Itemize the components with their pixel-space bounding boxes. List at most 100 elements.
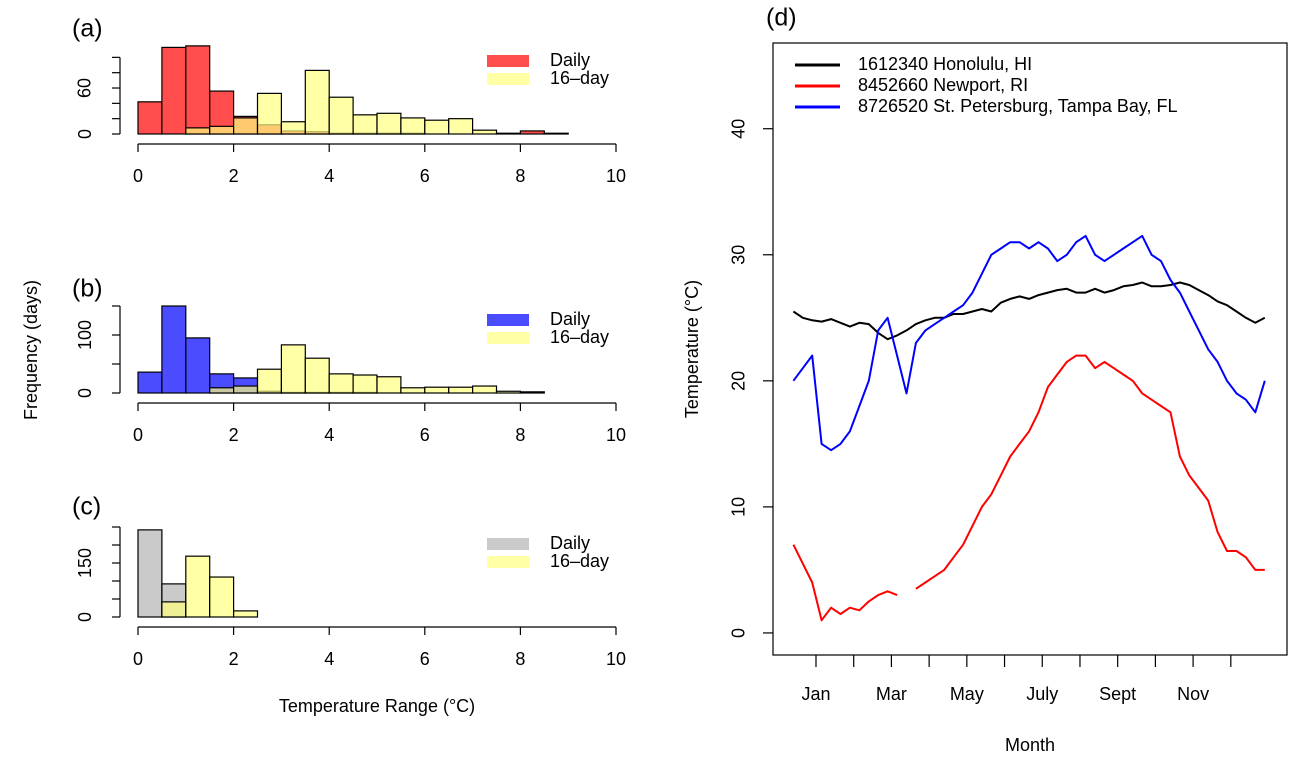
legend-label: Daily: [550, 50, 590, 70]
y-tick-label: 0: [75, 129, 95, 139]
histogram-bar: [352, 114, 378, 135]
x-tick-label: 0: [133, 166, 143, 186]
histogram-bar: [376, 112, 402, 135]
x-tick-label: 8: [515, 425, 525, 445]
legend-label: 8726520 St. Petersburg, Tampa Bay, FL: [858, 96, 1178, 116]
y-axis-label: Temperature (°C): [682, 280, 702, 418]
x-tick-label: 2: [229, 649, 239, 669]
histogram-bar: [185, 127, 211, 135]
x-tick-label: Jan: [801, 684, 830, 704]
histogram-bar: [424, 119, 450, 135]
x-tick-label: May: [950, 684, 984, 704]
data-line: [792, 281, 1266, 341]
x-axis-label: Month: [1005, 735, 1055, 755]
data-line: [792, 234, 1266, 452]
x-tick-label: 10: [606, 166, 626, 186]
panel-label: (d): [766, 4, 797, 32]
legend-label: 1612340 Honolulu, HI: [858, 54, 1032, 74]
legend-swatch: [487, 55, 529, 67]
histogram-bar: [424, 386, 450, 394]
histogram-bar: [185, 337, 211, 394]
y-tick-label: 100: [75, 320, 95, 350]
x-tick-label: July: [1026, 684, 1058, 704]
y-tick-label: 0: [729, 628, 749, 638]
histogram-bar: [280, 344, 306, 394]
legend-swatch: [487, 538, 529, 550]
histogram-bar: [256, 368, 282, 394]
legend-swatch: [487, 314, 529, 326]
histogram-bar: [495, 390, 521, 394]
histogram-bar: [495, 132, 521, 135]
histogram-bar: [448, 386, 474, 394]
histogram-bar: [161, 305, 187, 394]
x-tick-label: Nov: [1177, 684, 1209, 704]
histogram-bar: [137, 529, 163, 618]
legend-label: 16–day: [550, 551, 609, 571]
histogram-bar: [400, 117, 426, 135]
y-tick-label: 150: [75, 548, 95, 578]
legend-swatch: [487, 556, 529, 568]
histogram-bar: [352, 374, 378, 394]
x-tick-label: 4: [324, 649, 334, 669]
y-tick-label: 60: [75, 78, 95, 98]
histogram-bar: [161, 46, 187, 135]
histogram-bar: [209, 576, 235, 618]
y-tick-label: 20: [729, 371, 749, 391]
x-tick-label: 0: [133, 649, 143, 669]
legend-label: 16–day: [550, 327, 609, 347]
histogram-bar: [328, 373, 354, 394]
legend-swatch: [487, 73, 529, 85]
plot-frame: [772, 42, 1288, 656]
legend-label: Daily: [550, 309, 590, 329]
histogram-bar: [400, 387, 426, 394]
histogram-bar: [137, 101, 163, 135]
histogram-bar: [304, 69, 330, 135]
panel-label: (b): [72, 275, 103, 303]
histogram-bar: [233, 610, 259, 618]
y-tick-label: 30: [729, 245, 749, 265]
histogram-bar: [304, 357, 330, 394]
x-tick-label: 10: [606, 649, 626, 669]
x-tick-label: 8: [515, 649, 525, 669]
x-tick-label: 6: [420, 166, 430, 186]
y-tick-label: 0: [75, 388, 95, 398]
y-tick-label: 10: [729, 497, 749, 517]
panel-label: (a): [72, 15, 103, 43]
histogram-bar: [209, 387, 235, 394]
histogram-bar: [233, 117, 259, 135]
histogram-bar: [137, 371, 163, 394]
y-axis-label: Frequency (days): [21, 280, 41, 420]
histogram-bar: [519, 391, 545, 394]
x-tick-label: 2: [229, 425, 239, 445]
histogram-bar: [328, 96, 354, 135]
legend-label: 16–day: [550, 68, 609, 88]
x-axis-label: Temperature Range (°C): [279, 696, 475, 716]
y-tick-label: 0: [75, 612, 95, 622]
histogram-bar: [519, 130, 545, 135]
histogram-bar: [185, 555, 211, 618]
panel-label: (c): [72, 493, 101, 521]
histogram-bar: [472, 129, 498, 135]
histogram-bar: [472, 385, 498, 394]
x-tick-label: 6: [420, 649, 430, 669]
legend-label: 8452660 Newport, RI: [858, 75, 1028, 95]
x-tick-label: 0: [133, 425, 143, 445]
x-tick-label: Sept: [1099, 684, 1136, 704]
histogram-bar: [280, 121, 306, 135]
histogram-bar: [543, 132, 569, 135]
histogram-bar: [376, 376, 402, 394]
x-tick-label: 10: [606, 425, 626, 445]
histogram-bar: [233, 385, 259, 394]
y-tick-label: 40: [729, 119, 749, 139]
x-tick-label: 4: [324, 425, 334, 445]
histogram-bar: [209, 125, 235, 135]
histogram-bar: [256, 92, 282, 135]
legend-swatch: [487, 332, 529, 344]
data-line: [792, 354, 1265, 622]
histogram-bar: [185, 45, 211, 135]
histogram-bar: [161, 601, 187, 618]
histogram-bar: [448, 118, 474, 135]
x-tick-label: Mar: [876, 684, 907, 704]
x-tick-label: 6: [420, 425, 430, 445]
